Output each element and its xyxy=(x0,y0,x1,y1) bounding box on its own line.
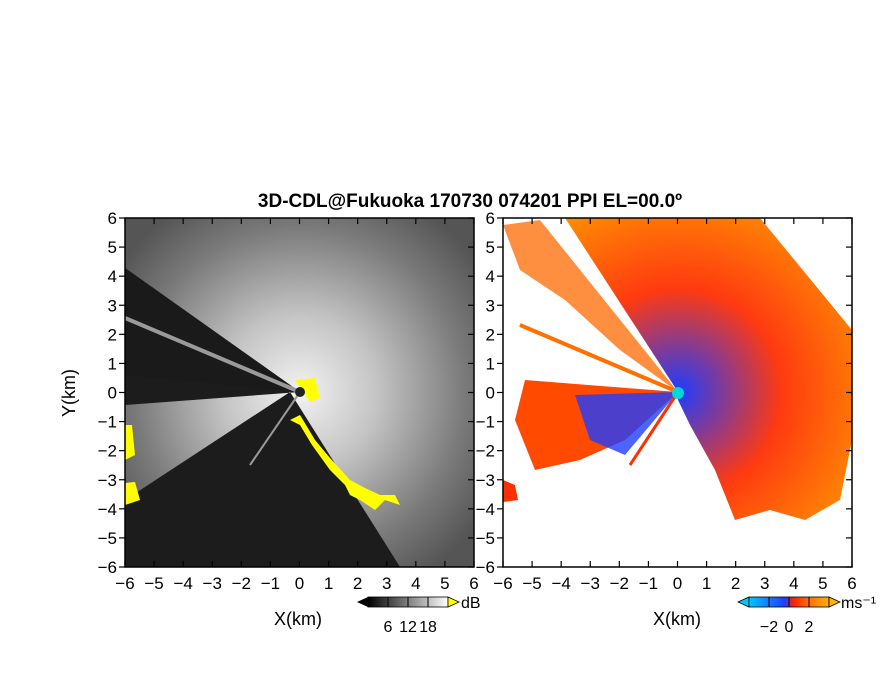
intensity-ticks: −6−6 −5 −5 −4 −4 −3 −3 −2 −2 −1 −1 0 0 1 1 2 2 3 3 4 4 5 5 6 6 xyxy=(98,209,479,593)
y-tick-label: 5 xyxy=(108,238,117,257)
x-tick-label: 6 xyxy=(847,574,856,593)
y-tick-label: 3 xyxy=(486,296,495,315)
x-tick-label: 2 xyxy=(353,574,362,593)
velocity-panel: −6−6 −5 −5 −4 −4 −3 −3 −2 −2 −1 −1 0 0 1 1 2 2 3 3 4 4 5 5 6 6 xyxy=(476,209,857,593)
y-tick-label: −5 xyxy=(98,529,117,548)
x-tick-label: 1 xyxy=(702,574,711,593)
velocity-echo xyxy=(503,480,518,502)
y-tick-label: −6 xyxy=(98,558,117,577)
flagged-echo xyxy=(295,378,320,402)
x-tick-label: 5 xyxy=(440,574,449,593)
x-tick-label: −6 xyxy=(115,574,134,593)
x-tick-label: 4 xyxy=(789,574,798,593)
y-tick-label: 4 xyxy=(486,267,495,286)
y-tick-label: −4 xyxy=(476,500,495,519)
flagged-echo xyxy=(125,482,140,505)
x-tick-label: 0 xyxy=(673,574,682,593)
colorbar-tick-label: 18 xyxy=(419,619,437,636)
intensity-colorbar: 6 12 18 dB xyxy=(357,595,481,636)
x-tick-label: −6 xyxy=(493,574,512,593)
intensity-dark-wedge xyxy=(125,268,300,392)
velocity-colorbar: −2 0 2 ms⁻¹ xyxy=(737,595,876,636)
y-tick-label: 2 xyxy=(108,325,117,344)
x-tick-label: 3 xyxy=(760,574,769,593)
chart-title: 3D-CDL@Fukuoka 170730 074201 PPI EL=00.0… xyxy=(258,191,682,212)
x-tick-label: −2 xyxy=(610,574,629,593)
radar-site xyxy=(672,387,684,399)
x-tick-label: 5 xyxy=(818,574,827,593)
x-tick-label: −1 xyxy=(639,574,658,593)
y-tick-label: −4 xyxy=(98,500,117,519)
velocity-colorbar-unit: ms⁻¹ xyxy=(841,595,876,612)
y-tick-label: −1 xyxy=(98,413,117,432)
y-tick-label: 3 xyxy=(108,296,117,315)
x-tick-label: −4 xyxy=(551,574,570,593)
intensity-ray xyxy=(125,316,301,394)
x-tick-label: 0 xyxy=(295,574,304,593)
x-axis-title: X(km) xyxy=(653,609,701,629)
radar-site xyxy=(295,387,305,397)
colorbar-tick-label: −2 xyxy=(760,619,778,636)
y-tick-label: −3 xyxy=(98,471,117,490)
colorbar-tick-label: 12 xyxy=(399,619,417,636)
x-tick-label: −2 xyxy=(232,574,251,593)
velocity-scan-sector xyxy=(565,218,852,520)
flagged-echo xyxy=(290,415,400,510)
y-tick-label: −2 xyxy=(98,442,117,461)
y-tick-label: 1 xyxy=(108,354,117,373)
x-tick-label: −3 xyxy=(581,574,600,593)
y-tick-label: 4 xyxy=(108,267,117,286)
y-tick-label: 2 xyxy=(486,325,495,344)
intensity-panel: −6−6 −5 −5 −4 −4 −3 −3 −2 −2 −1 −1 0 0 1 1 2 2 3 3 4 4 5 5 6 6 xyxy=(98,209,479,593)
y-tick-label: −3 xyxy=(476,471,495,490)
x-tick-label: 4 xyxy=(411,574,420,593)
x-tick-label: −4 xyxy=(173,574,192,593)
y-tick-label: −1 xyxy=(476,413,495,432)
y-tick-label: 0 xyxy=(486,384,495,403)
y-tick-label: −2 xyxy=(476,442,495,461)
y-tick-label: −5 xyxy=(476,529,495,548)
x-tick-label: 6 xyxy=(469,574,478,593)
x-tick-label: −5 xyxy=(522,574,541,593)
velocity-scan-sector xyxy=(575,392,678,455)
y-tick-label: 0 xyxy=(108,384,117,403)
x-tick-label: 1 xyxy=(324,574,333,593)
velocity-ticks: −6−6 −5 −5 −4 −4 −3 −3 −2 −2 −1 −1 0 0 1 1 2 2 3 3 4 4 5 5 6 6 xyxy=(476,209,857,593)
colorbar-tick-label: 6 xyxy=(384,619,393,636)
velocity-ray xyxy=(519,323,679,394)
intensity-colorbar-unit: dB xyxy=(461,595,481,612)
flagged-echo xyxy=(125,425,135,460)
y-tick-label: 6 xyxy=(108,209,117,228)
y-tick-label: 6 xyxy=(486,209,495,228)
x-axis-title: X(km) xyxy=(274,609,322,629)
velocity-scan-sector xyxy=(503,220,678,392)
x-tick-label: −5 xyxy=(144,574,163,593)
y-tick-label: 1 xyxy=(486,354,495,373)
y-axis-title: Y(km) xyxy=(59,369,79,417)
x-tick-label: −1 xyxy=(261,574,280,593)
colorbar-tick-label: 2 xyxy=(805,619,814,636)
intensity-ray xyxy=(249,391,301,466)
x-tick-label: 2 xyxy=(731,574,740,593)
x-tick-label: −3 xyxy=(203,574,222,593)
x-tick-label: 3 xyxy=(382,574,391,593)
y-tick-label: 5 xyxy=(486,238,495,257)
velocity-ray xyxy=(628,391,680,466)
colorbar-tick-label: 0 xyxy=(785,619,794,636)
y-tick-label: −6 xyxy=(476,558,495,577)
